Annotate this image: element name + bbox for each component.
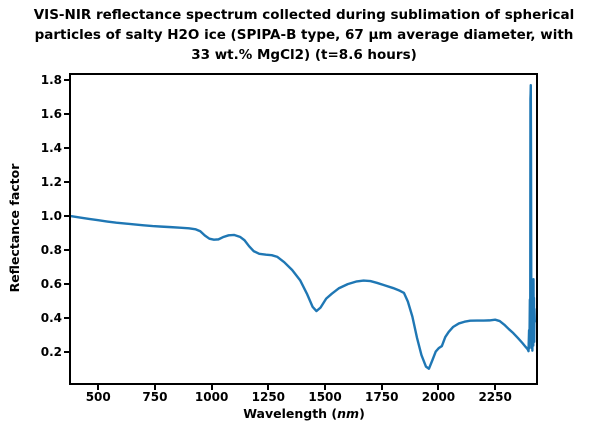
x-tick-mark: [324, 385, 327, 390]
x-tick-label: 1500: [308, 390, 342, 404]
y-tick-label: 0.4: [40, 311, 62, 326]
plot-area: [69, 73, 538, 385]
y-tick-mark: [64, 147, 69, 150]
y-tick-mark: [64, 317, 69, 320]
y-tick-mark: [64, 215, 69, 218]
x-tick-mark: [380, 385, 383, 390]
x-axis-label-unit: nm: [337, 406, 360, 421]
x-tick-label: 750: [142, 390, 168, 404]
y-tick-mark: [64, 181, 69, 184]
x-tick-label: 1250: [251, 390, 286, 404]
y-tick-mark: [64, 351, 69, 354]
y-axis-label: Reflectance factor: [7, 163, 22, 293]
x-axis-label-text: Wavelength (: [243, 406, 338, 421]
chart-title: VIS-NIR reflectance spectrum collected d…: [33, 7, 575, 63]
y-tick-mark: [64, 249, 69, 252]
y-tick-label: 1.4: [40, 141, 62, 156]
x-axis-label-close: ): [359, 406, 365, 421]
y-tick-label: 0.8: [40, 243, 62, 258]
x-tick-mark: [153, 385, 156, 390]
x-tick-mark: [267, 385, 270, 390]
x-tick-mark: [97, 385, 100, 390]
x-tick-label: 500: [85, 390, 111, 404]
y-tick-mark: [64, 113, 69, 116]
x-axis-label: Wavelength (nm): [0, 406, 608, 421]
y-tick-label: 1.2: [40, 175, 62, 190]
y-tick-label: 1.0: [40, 209, 62, 224]
y-tick-label: 1.6: [40, 107, 62, 122]
spectrum-line: [71, 84, 536, 370]
x-tick-mark: [210, 385, 213, 390]
y-tick-label: 0.6: [40, 277, 62, 292]
y-tick-mark: [64, 283, 69, 286]
y-tick-mark: [64, 79, 69, 82]
y-tick-label: 1.8: [40, 73, 62, 88]
spectrum-plot-canvas: [71, 84, 536, 370]
x-tick-label: 2000: [421, 390, 456, 404]
x-tick-label: 1000: [194, 390, 229, 404]
x-tick-label: 1750: [365, 390, 399, 404]
x-tick-label: 2250: [478, 390, 512, 404]
y-tick-label: 0.2: [40, 345, 62, 360]
x-tick-mark: [437, 385, 440, 390]
x-tick-mark: [494, 385, 497, 390]
